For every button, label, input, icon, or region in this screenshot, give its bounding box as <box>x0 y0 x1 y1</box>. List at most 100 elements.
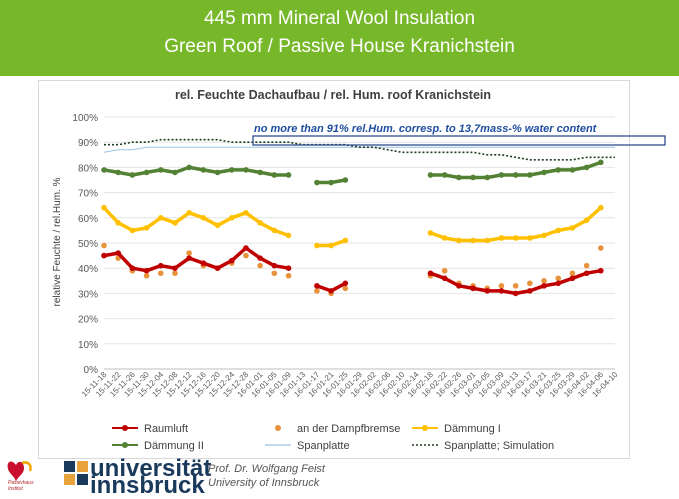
data-point-an-der-dampfbremse <box>527 280 533 287</box>
data-point-d-mmung-ii <box>214 169 221 176</box>
data-point-an-der-dampfbremse <box>172 270 178 277</box>
data-point-d-mmung-i <box>441 235 448 241</box>
data-point-an-der-dampfbremse <box>498 283 505 289</box>
data-point-d-mmung-i <box>200 215 207 221</box>
data-point-raumluft <box>555 280 562 287</box>
data-point-d-mmung-ii <box>285 172 292 178</box>
threshold-highlight-box <box>252 135 666 146</box>
y-tick-label: 50% <box>78 239 98 250</box>
data-point-d-mmung-ii <box>257 169 263 176</box>
data-point-an-der-dampfbremse <box>555 275 562 282</box>
data-point-raumluft <box>456 283 462 289</box>
data-point-d-mmung-i <box>129 227 136 234</box>
legend-label: Dämmung I <box>444 423 501 435</box>
legend-label: Dämmung II <box>144 440 204 452</box>
legend-label: Raumluft <box>144 423 188 435</box>
data-point-d-mmung-i <box>186 209 192 216</box>
y-tick-label: 30% <box>78 289 98 300</box>
data-point-d-mmung-i <box>569 225 576 231</box>
series-line-spanplatte-simulation <box>104 138 615 161</box>
data-point-raumluft <box>427 270 434 277</box>
legend-marker <box>422 425 428 431</box>
legend-item: an der Dampfbremse <box>275 423 400 435</box>
data-point-an-der-dampfbremse <box>441 267 448 274</box>
data-point-d-mmung-ii <box>129 172 136 178</box>
data-point-an-der-dampfbremse <box>143 272 150 279</box>
data-point-d-mmung-ii <box>186 164 192 171</box>
chart-title: rel. Feuchte Dachaufbau / rel. Hum. roof… <box>175 88 491 102</box>
data-point-d-mmung-ii <box>200 167 207 173</box>
legend-item: Dämmung I <box>412 423 501 435</box>
data-point-an-der-dampfbremse <box>285 272 292 279</box>
data-point-an-der-dampfbremse <box>512 283 519 289</box>
data-point-raumluft <box>583 270 590 277</box>
legend-item: Spanplatte; Simulation <box>412 440 554 452</box>
data-point-raumluft <box>143 267 150 274</box>
data-point-d-mmung-i <box>101 204 107 211</box>
y-tick-label: 20% <box>78 315 98 326</box>
data-point-raumluft <box>314 283 320 289</box>
data-point-raumluft <box>527 288 533 294</box>
data-point-an-der-dampfbremse <box>186 250 192 256</box>
legend-marker <box>122 425 128 431</box>
legend-item: Dämmung II <box>112 440 204 452</box>
data-point-raumluft <box>186 255 192 261</box>
data-point-d-mmung-i <box>115 220 121 226</box>
data-point-d-mmung-ii <box>498 172 505 178</box>
data-point-an-der-dampfbremse <box>271 270 278 277</box>
data-point-d-mmung-i <box>328 242 334 249</box>
data-point-d-mmung-ii <box>527 172 533 178</box>
data-point-raumluft <box>129 265 136 272</box>
data-point-d-mmung-ii <box>101 167 107 173</box>
data-point-an-der-dampfbremse <box>541 278 547 284</box>
university-name-line2: innsbruck <box>90 472 205 499</box>
legend-marker <box>275 425 281 431</box>
data-point-d-mmung-i <box>456 237 462 244</box>
author-affiliation: University of Innsbruck <box>208 477 320 489</box>
data-point-d-mmung-i <box>470 237 476 244</box>
data-point-d-mmung-ii <box>328 179 334 186</box>
data-point-d-mmung-ii <box>512 172 519 178</box>
data-point-d-mmung-i <box>498 235 505 241</box>
data-point-d-mmung-ii <box>470 174 476 181</box>
data-point-an-der-dampfbremse <box>101 242 107 249</box>
data-point-raumluft <box>115 250 121 256</box>
data-point-raumluft <box>498 288 505 294</box>
data-point-d-mmung-i <box>314 242 320 249</box>
threshold-annotation: no more than 91% rel.Hum. corresp. to 13… <box>254 123 598 135</box>
banner-title-line2: Green Roof / Passive House Kranichstein <box>164 36 515 57</box>
y-tick-label: 100% <box>72 113 98 124</box>
y-tick-label: 0% <box>84 365 99 376</box>
data-point-d-mmung-i <box>143 225 150 231</box>
data-point-d-mmung-i <box>541 232 547 239</box>
legend-label: an der Dampfbremse <box>297 423 400 435</box>
data-point-raumluft <box>214 265 221 272</box>
banner-title-line1: 445 mm Mineral Wool Insulation <box>203 8 476 29</box>
data-point-d-mmung-i <box>583 217 590 224</box>
data-point-an-der-dampfbremse <box>243 252 249 259</box>
data-point-d-mmung-i <box>271 227 278 234</box>
data-point-d-mmung-i <box>342 237 349 244</box>
data-point-d-mmung-i <box>555 227 562 234</box>
legend-item: Spanplatte <box>265 440 350 452</box>
data-point-d-mmung-ii <box>598 159 604 166</box>
data-point-raumluft <box>441 275 448 282</box>
data-point-raumluft <box>541 283 547 289</box>
innsbruck-logo-mark <box>64 461 88 485</box>
data-point-d-mmung-ii <box>484 174 491 181</box>
data-point-d-mmung-ii <box>342 177 349 183</box>
data-point-d-mmung-ii <box>441 172 448 178</box>
legend-label: Spanplatte <box>297 440 350 452</box>
data-point-an-der-dampfbremse <box>583 262 590 269</box>
legend-marker <box>122 442 128 448</box>
data-point-d-mmung-i <box>157 215 164 221</box>
data-point-raumluft <box>512 290 519 297</box>
data-point-d-mmung-i <box>257 220 263 226</box>
data-point-d-mmung-i <box>427 230 434 236</box>
data-point-d-mmung-ii <box>172 169 178 176</box>
data-point-d-mmung-ii <box>541 169 547 176</box>
data-point-raumluft <box>271 262 278 269</box>
data-point-raumluft <box>470 285 476 292</box>
data-point-d-mmung-ii <box>555 167 562 173</box>
